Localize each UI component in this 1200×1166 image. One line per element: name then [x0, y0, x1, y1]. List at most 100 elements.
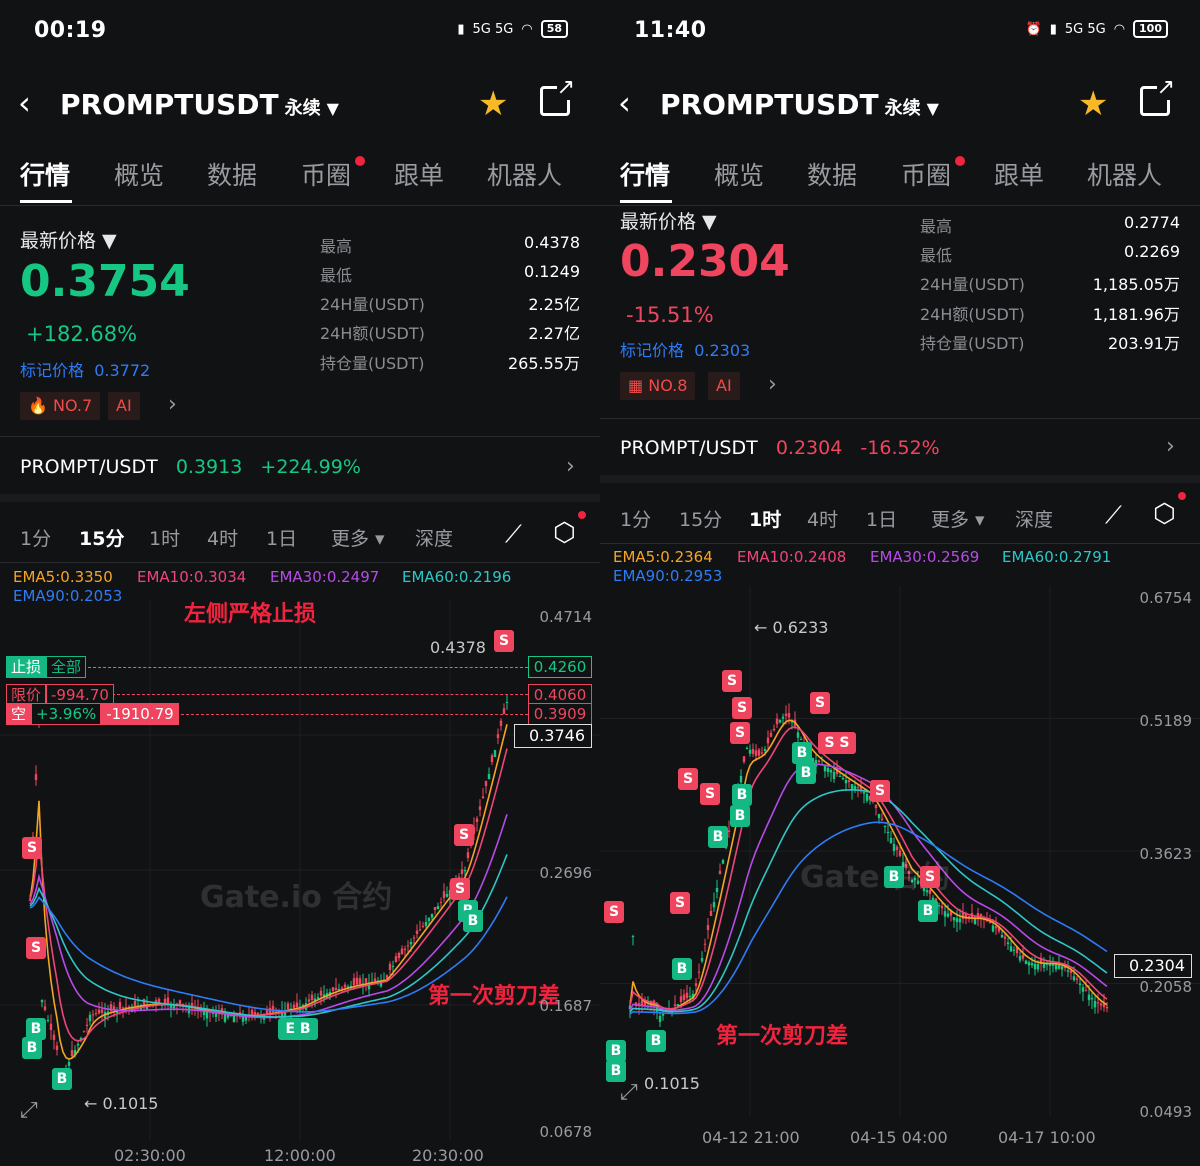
- candle-body: [202, 1010, 206, 1015]
- spot-pair-row[interactable]: PROMPT/USDT 0.2304 -16.52%: [620, 437, 940, 459]
- interval-1d[interactable]: 1日: [266, 528, 298, 550]
- share-icon[interactable]: [1140, 75, 1175, 116]
- y-axis-label: 0.2058: [1139, 978, 1193, 996]
- tab-market[interactable]: 行情: [620, 161, 671, 190]
- fullscreen-icon[interactable]: ⤢: [620, 1080, 638, 1105]
- candle-body: [313, 998, 317, 1002]
- ai-badge[interactable]: AI: [708, 372, 740, 400]
- settings-hex-icon[interactable]: ⬡: [553, 518, 576, 548]
- interval-15m[interactable]: 15分: [79, 528, 125, 550]
- chevron-right-icon[interactable]: ›: [566, 454, 575, 479]
- stat-value: 265.55万: [508, 354, 580, 373]
- candle-body: [283, 1009, 287, 1017]
- ema90-label: EMA90:0.2053: [13, 587, 123, 605]
- latest-price-label[interactable]: 最新价格 ▼: [20, 230, 117, 252]
- candle-body: [703, 943, 707, 945]
- candle-body: [1081, 987, 1085, 992]
- interval-more[interactable]: 更多 ▾: [331, 528, 385, 550]
- candle-body: [832, 772, 836, 779]
- chevron-right-icon[interactable]: ›: [768, 372, 777, 397]
- interval-1h[interactable]: 1时: [749, 509, 782, 531]
- candle-body: [799, 738, 803, 740]
- tab-copytrade[interactable]: 跟单: [994, 161, 1045, 190]
- candle-body: [241, 1015, 245, 1022]
- rank-badge[interactable]: ▦ NO.8: [620, 372, 696, 400]
- tab-data[interactable]: 数据: [207, 161, 258, 190]
- current-price-tag: 0.3746: [514, 724, 592, 748]
- tab-overview[interactable]: 概览: [114, 161, 165, 190]
- tab-overview[interactable]: 概览: [714, 161, 765, 190]
- spot-pair-row[interactable]: PROMPT/USDT 0.3913 +224.99%: [20, 456, 361, 478]
- favorite-star-icon[interactable]: ★: [1078, 84, 1109, 124]
- candle-body: [946, 913, 950, 917]
- interval-1m[interactable]: 1分: [20, 528, 52, 550]
- interval-1m[interactable]: 1分: [620, 509, 652, 531]
- candle-body: [94, 1013, 98, 1015]
- battery-icon: 100: [1133, 20, 1168, 38]
- candle-body: [430, 914, 434, 918]
- candle-body: [868, 796, 872, 800]
- tab-bots[interactable]: 机器人: [1087, 161, 1163, 190]
- interval-more[interactable]: 更多 ▾: [931, 509, 985, 531]
- interval-1h[interactable]: 1时: [149, 528, 181, 550]
- indicator-icon[interactable]: ⟋: [505, 520, 522, 548]
- tab-copytrade[interactable]: 跟单: [394, 161, 445, 190]
- tab-bots[interactable]: 机器人: [487, 161, 563, 190]
- candle-body: [643, 999, 647, 1006]
- chevron-right-icon[interactable]: ›: [1166, 434, 1175, 459]
- position-tag[interactable]: 空 +3.96% -1910.79: [6, 703, 179, 725]
- back-icon[interactable]: ‹: [618, 84, 631, 122]
- symbol-selector[interactable]: PROMPTUSDT 永续 ▼: [660, 88, 939, 121]
- ai-badge[interactable]: AI: [108, 392, 140, 420]
- candle-body: [97, 1009, 101, 1014]
- share-icon[interactable]: [540, 75, 575, 116]
- tab-community[interactable]: 币圈: [301, 161, 352, 190]
- candle-body: [445, 894, 449, 897]
- candle-body: [502, 708, 506, 714]
- candle-body: [490, 755, 494, 762]
- symbol-selector[interactable]: PROMPTUSDT 永续 ▼: [60, 88, 339, 121]
- limit-line: [112, 694, 528, 695]
- spot-pair: PROMPT/USDT: [620, 437, 758, 459]
- interval-4h[interactable]: 4时: [207, 528, 239, 550]
- candle-body: [385, 975, 389, 979]
- interval-depth[interactable]: 深度: [1015, 509, 1054, 531]
- chevron-down-icon: ▼: [926, 99, 939, 118]
- candle-body: [760, 752, 764, 754]
- candle-body: [817, 760, 821, 762]
- candle-body: [481, 796, 485, 798]
- interval-4h[interactable]: 4时: [807, 509, 839, 531]
- fullscreen-icon[interactable]: ⤢: [20, 1098, 38, 1123]
- stoploss-order-tag[interactable]: 止损 全部: [6, 656, 87, 678]
- main-tabs: 行情 概览 数据 币圈 跟单 机器人: [600, 150, 1200, 206]
- candle-body: [265, 1009, 269, 1014]
- candle-body: [898, 850, 902, 856]
- stat-label: 最低: [320, 266, 353, 285]
- candle-body: [364, 978, 368, 983]
- candle-body: [709, 910, 713, 916]
- interval-15m[interactable]: 15分: [679, 509, 723, 531]
- interval-depth[interactable]: 深度: [415, 528, 454, 550]
- stoploss-all[interactable]: 全部: [46, 656, 87, 678]
- rank-badge[interactable]: 🔥 NO.7: [20, 392, 101, 420]
- tab-market[interactable]: 行情: [20, 161, 71, 190]
- indicator-icon[interactable]: ⟋: [1105, 501, 1122, 529]
- tab-data[interactable]: 数据: [807, 161, 858, 190]
- candle-body: [505, 702, 509, 703]
- favorite-star-icon[interactable]: ★: [478, 84, 509, 124]
- interval-1d[interactable]: 1日: [866, 509, 898, 531]
- kline-chart[interactable]: [0, 600, 600, 1166]
- latest-price-label[interactable]: 最新价格 ▼: [620, 211, 717, 233]
- back-icon[interactable]: ‹: [18, 84, 31, 122]
- tab-community[interactable]: 币圈: [901, 161, 952, 190]
- buy-marker: B: [646, 1030, 666, 1052]
- settings-hex-icon[interactable]: ⬡: [1153, 499, 1176, 529]
- candle-body: [742, 756, 746, 762]
- sell-marker: S: [730, 722, 750, 744]
- candle-body: [1084, 990, 1088, 992]
- chevron-right-icon[interactable]: ›: [168, 392, 177, 417]
- candle-body: [781, 716, 785, 719]
- candle-body: [466, 852, 470, 858]
- candle-body: [499, 720, 503, 726]
- stat-label: 持仓量(USDT): [920, 334, 1025, 353]
